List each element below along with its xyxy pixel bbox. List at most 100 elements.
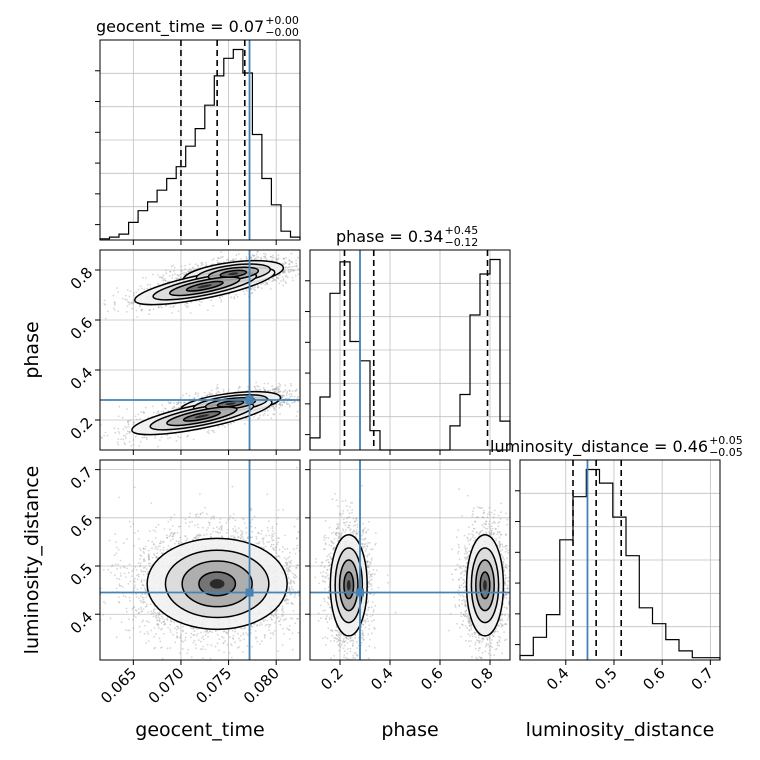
scatter-point	[129, 419, 132, 422]
scatter-point	[122, 434, 125, 437]
scatter-point	[192, 438, 195, 441]
scatter-point	[167, 437, 169, 440]
scatter-point	[154, 436, 156, 439]
scatter-point	[307, 255, 309, 257]
scatter-point	[263, 620, 265, 623]
scatter-point	[168, 402, 171, 405]
scatter-point	[167, 401, 170, 403]
scatter-point	[282, 262, 285, 265]
scatter-point	[179, 275, 182, 278]
scatter-point	[149, 283, 152, 286]
scatter-point	[234, 536, 236, 539]
scatter-point	[227, 258, 229, 261]
scatter-point	[279, 390, 282, 393]
scatter-point	[182, 394, 184, 397]
scatter-point	[103, 303, 105, 305]
scatter-point	[285, 598, 288, 601]
scatter-point	[162, 410, 165, 412]
scatter-point	[256, 286, 259, 288]
scatter-point	[127, 421, 129, 424]
scatter-point	[63, 453, 65, 455]
scatter-point	[273, 278, 276, 281]
scatter-point	[274, 388, 276, 391]
scatter-point	[296, 544, 299, 547]
scatter-point	[157, 445, 159, 448]
scatter-point	[176, 274, 179, 276]
scatter-point	[184, 304, 187, 307]
scatter-point	[201, 396, 203, 398]
scatter-point	[210, 389, 213, 392]
scatter-point	[293, 395, 296, 398]
scatter-point	[217, 257, 220, 260]
scatter-point	[293, 401, 296, 404]
scatter-point	[226, 259, 228, 261]
scatter-point	[266, 541, 269, 544]
scatter-point	[175, 277, 178, 280]
scatter-point	[180, 276, 182, 279]
scatter-point	[271, 385, 274, 387]
scatter-point	[127, 629, 129, 632]
scatter-point	[227, 423, 230, 426]
scatter-point	[159, 549, 162, 552]
scatter-point	[273, 615, 275, 617]
scatter-point	[295, 262, 298, 265]
scatter-point	[257, 417, 260, 420]
scatter-point	[263, 256, 266, 259]
scatter-point	[129, 301, 132, 304]
scatter-point	[236, 295, 239, 298]
scatter-point	[281, 400, 284, 403]
scatter-point	[257, 286, 259, 289]
scatter-point	[222, 390, 225, 393]
scatter-point	[279, 403, 282, 406]
scatter-point	[132, 301, 135, 303]
scatter-point	[291, 279, 294, 282]
scatter-point	[232, 421, 235, 424]
scatter-point	[255, 253, 258, 256]
histogram-luminosity_distance	[519, 468, 721, 660]
scatter-point	[252, 254, 254, 257]
scatter-point	[197, 265, 200, 267]
scatter-point	[152, 308, 155, 310]
scatter-point	[204, 506, 207, 509]
scatter-point	[295, 264, 298, 267]
histogram-geocent_time	[99, 48, 301, 240]
scatter-point	[237, 253, 240, 255]
scatter-point	[271, 388, 274, 390]
scatter-point	[170, 265, 173, 268]
scatter-point	[207, 393, 210, 396]
scatter-point	[217, 256, 220, 259]
scatter-point	[255, 258, 257, 260]
scatter-point	[240, 627, 242, 630]
scatter-point	[297, 268, 300, 271]
scatter-point	[186, 302, 189, 305]
scatter-point	[275, 405, 277, 408]
scatter-point	[173, 402, 175, 404]
scatter-point	[296, 397, 299, 399]
scatter-point	[189, 269, 192, 271]
scatter-point	[290, 268, 292, 271]
scatter-point	[194, 263, 197, 265]
scatter-point	[282, 272, 284, 274]
scatter-point	[245, 289, 248, 292]
scatter-point	[169, 270, 171, 273]
scatter-point	[140, 309, 143, 312]
scatter-point	[127, 420, 130, 423]
scatter-point	[206, 431, 209, 433]
scatter-point	[272, 256, 275, 259]
scatter-point	[188, 268, 191, 271]
scatter-point	[125, 426, 128, 429]
scatter-point	[285, 282, 288, 285]
scatter-point	[212, 304, 215, 307]
scatter-point	[106, 434, 109, 437]
scatter-point	[268, 279, 270, 281]
scatter-point	[284, 280, 287, 283]
scatter-point	[273, 388, 275, 391]
scatter-point	[176, 402, 178, 404]
scatter-point	[132, 439, 135, 441]
scatter-point	[175, 407, 178, 410]
scatter-point	[279, 273, 281, 276]
scatter-point	[286, 392, 288, 395]
scatter-point	[188, 394, 191, 397]
scatter-point	[216, 391, 219, 393]
